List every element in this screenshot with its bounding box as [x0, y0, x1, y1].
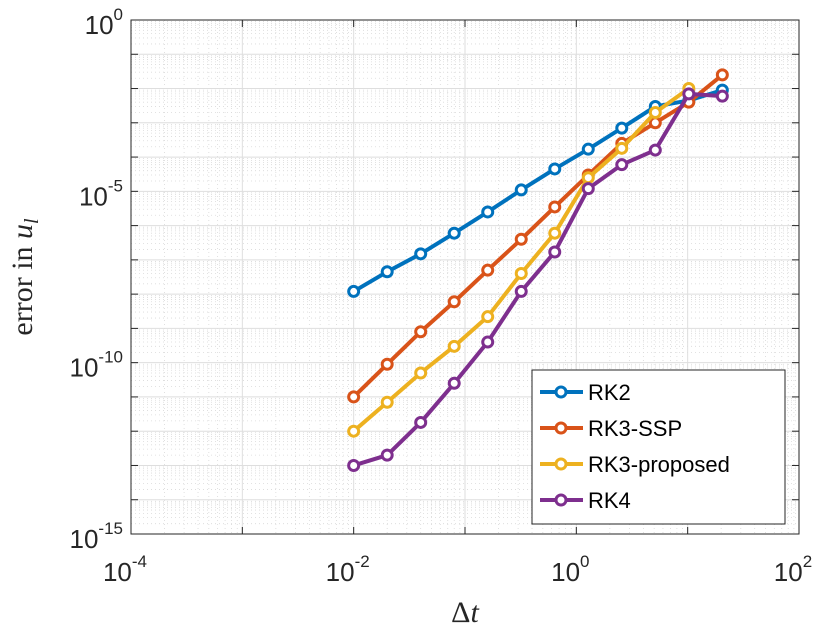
data-point	[447, 376, 461, 390]
series-line	[351, 72, 725, 399]
y-axis-label: error in ul	[6, 218, 43, 336]
data-point	[615, 141, 629, 155]
y-tick-label-exponent: -15	[98, 519, 123, 538]
data-point	[447, 226, 461, 240]
y-tick-label-base: 10	[85, 10, 114, 40]
y-tick-label: 10-5	[79, 176, 123, 211]
data-point	[481, 310, 495, 324]
data-point	[481, 335, 495, 349]
data-point	[682, 87, 696, 101]
legend-swatch-marker	[554, 493, 568, 507]
x-tick-label: 10-4	[103, 552, 147, 587]
legend-label: RK3-proposed	[588, 452, 730, 477]
y-tick-label-base: 10	[70, 353, 99, 383]
data-point	[447, 339, 461, 353]
legend-entry-rk4: RK4	[540, 488, 631, 513]
data-point	[581, 182, 595, 196]
x-axis-label-symbol: t	[470, 596, 479, 629]
data-point	[548, 162, 562, 176]
data-point	[347, 390, 361, 404]
data-point	[414, 366, 428, 380]
y-tick-label-base: 10	[70, 524, 99, 554]
x-tick-label: 10-2	[326, 552, 370, 587]
data-point	[615, 158, 629, 172]
x-tick-label: 102	[774, 552, 812, 587]
y-axis-label-symbol: u	[6, 224, 39, 239]
plot-frame	[130, 19, 800, 535]
data-point	[648, 116, 662, 130]
series-layer	[347, 68, 729, 472]
x-tick-labels: 10-4 10-2 100 102	[103, 552, 812, 587]
series-rk3-proposed	[347, 82, 696, 438]
major-grid	[130, 19, 800, 535]
legend-label: RK2	[588, 380, 631, 405]
data-point	[414, 325, 428, 339]
x-tick-label: 100	[551, 552, 589, 587]
data-point	[514, 267, 528, 281]
data-point	[380, 448, 394, 462]
x-tick-label-base: 10	[774, 557, 803, 587]
x-tick-label-exponent: -4	[132, 552, 147, 571]
data-point	[548, 245, 562, 259]
legend-entry-rk3-proposed: RK3-proposed	[540, 452, 730, 477]
legend: RK2 RK3-SSP RK3-proposed RK4	[531, 369, 786, 525]
legend-swatch-marker	[554, 421, 568, 435]
data-point	[715, 89, 729, 103]
y-tick-label-exponent: -5	[108, 176, 123, 195]
x-tick-label-base: 10	[551, 557, 580, 587]
y-tick-label: 10-10	[70, 348, 124, 383]
data-point	[514, 183, 528, 197]
data-point	[581, 142, 595, 156]
y-axis-label-subscript: l	[21, 218, 43, 224]
data-point	[481, 263, 495, 277]
data-point	[380, 265, 394, 279]
data-point	[347, 284, 361, 298]
data-point	[548, 226, 562, 240]
y-tick-label-exponent: -10	[98, 348, 123, 367]
x-tick-label-exponent: 0	[580, 552, 589, 571]
x-tick-label-exponent: -2	[355, 552, 370, 571]
data-point	[648, 105, 662, 119]
y-axis-label-prefix: error in	[6, 239, 39, 336]
data-point	[447, 295, 461, 309]
series-line	[351, 91, 725, 468]
data-point	[347, 458, 361, 472]
x-tick-label-base: 10	[103, 557, 132, 587]
data-point	[414, 247, 428, 261]
data-point	[481, 205, 495, 219]
legend-entry-rk3-ssp: RK3-SSP	[540, 416, 682, 441]
x-axis-label-delta: Δ	[451, 596, 470, 629]
legend-label: RK3-SSP	[588, 416, 682, 441]
data-point	[581, 171, 595, 185]
legend-swatch-marker	[554, 385, 568, 399]
y-tick-label: 100	[85, 5, 123, 40]
legend-label: RK4	[588, 488, 631, 513]
series-rk4	[347, 87, 729, 472]
data-point	[347, 424, 361, 438]
data-point	[514, 284, 528, 298]
data-point	[715, 68, 729, 82]
legend-swatch-marker	[554, 457, 568, 471]
data-point	[548, 200, 562, 214]
legend-entries: RK2 RK3-SSP RK3-proposed RK4	[540, 380, 730, 513]
x-tick-label-base: 10	[326, 557, 355, 587]
y-tick-label: 10-15	[70, 519, 124, 554]
data-point	[615, 121, 629, 135]
data-point	[648, 143, 662, 157]
legend-entry-rk2: RK2	[540, 380, 631, 405]
data-point	[380, 395, 394, 409]
y-tick-label-exponent: 0	[114, 5, 123, 24]
data-point	[414, 415, 428, 429]
x-tick-label-exponent: 2	[803, 552, 812, 571]
x-axis-label: Δt	[451, 596, 479, 629]
data-point	[514, 232, 528, 246]
y-tick-label-base: 10	[79, 181, 108, 211]
data-point	[380, 357, 394, 371]
